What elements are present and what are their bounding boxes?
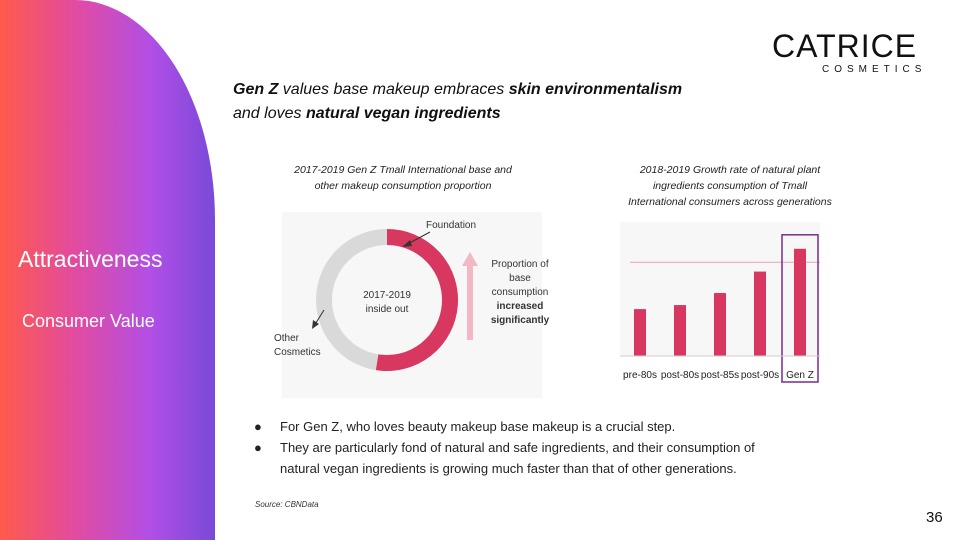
bar-chart-title: 2018-2019 Growth rate of natural plant i…: [628, 164, 832, 208]
donut-center-label-1: 2017-2019: [363, 290, 411, 301]
bar-post-90s: [754, 271, 766, 356]
donut-center-label-2: inside out: [366, 304, 409, 315]
increase-arrow-head: [462, 252, 478, 266]
bar-post-80s: [674, 305, 686, 356]
foundation-pointer-head: [402, 240, 412, 247]
bar-pre-80s: [634, 309, 646, 356]
logo-subtext: COSMETICS: [822, 64, 927, 75]
x-tick-label: post-80s: [661, 370, 699, 381]
x-tick-label: post-90s: [741, 370, 779, 381]
other-cosmetics-label: Other Cosmetics: [274, 333, 321, 358]
logo-wordmark: CATRICE: [772, 28, 918, 64]
gen-z-highlight-box: [781, 234, 819, 383]
x-tick-label: Gen Z: [786, 370, 814, 381]
section-title: Attractiveness: [18, 246, 163, 272]
page-number: 36: [926, 509, 943, 526]
sidebar-panel: [0, 0, 215, 540]
headline: Gen Z values base makeup embraces skin e…: [233, 78, 682, 126]
bar-post-85s: [714, 293, 726, 356]
donut-chart-title: 2017-2019 Gen Z Tmall International base…: [294, 164, 512, 192]
section-subtitle: Consumer Value: [22, 311, 155, 331]
proportion-annotation: Proportion of base consumption increased…: [490, 259, 550, 326]
other-pointer-head: [312, 320, 319, 329]
bar-chart: pre-80s post-80s post-85s post-90s Gen Z: [600, 216, 840, 388]
bullet-item-continuation: natural vegan ingredients is growing muc…: [280, 461, 737, 476]
foundation-label: Foundation: [426, 220, 477, 231]
bar-svg: pre-80s post-80s post-85s post-90s Gen Z: [620, 222, 820, 383]
donut-chart: 2017-2019 inside out: [282, 212, 542, 398]
headline-line-2: and loves natural vegan ingredients: [233, 105, 501, 122]
headline-line-1: Gen Z values base makeup embraces skin e…: [233, 81, 683, 98]
bullet-item: ● For Gen Z, who loves beauty makeup base…: [254, 419, 676, 434]
x-tick-label: pre-80s: [623, 370, 657, 381]
source-note: Source: CBNData: [255, 500, 319, 509]
bar-gen-z: [794, 248, 806, 356]
donut-svg: 2017-2019 inside out: [282, 212, 542, 398]
bullet-list: ● For Gen Z, who loves beauty makeup base…: [252, 416, 902, 479]
x-tick-label: post-85s: [701, 370, 739, 381]
bullet-item: ● They are particularly fond of natural a…: [254, 440, 755, 455]
catrice-logo: CATRICE COSMETICS: [772, 30, 934, 75]
donut-base-segment: [375, 229, 458, 371]
